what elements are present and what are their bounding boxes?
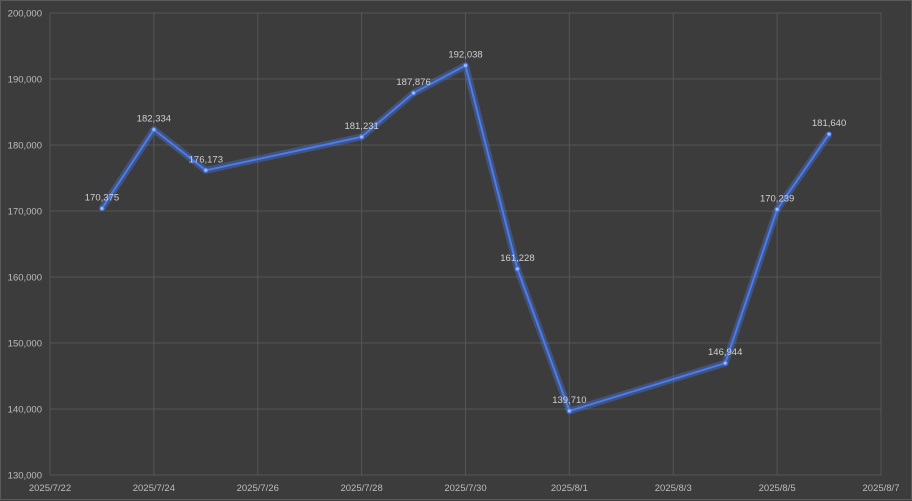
data-label: 187,876	[396, 77, 430, 88]
data-point	[826, 131, 832, 137]
series-group	[98, 62, 832, 415]
gridlines	[49, 12, 882, 476]
x-tick-label: 2025/8/1	[551, 483, 588, 494]
data-label: 170,375	[85, 193, 119, 204]
data-point	[151, 127, 157, 133]
y-tick-label: 170,000	[8, 207, 42, 218]
data-point	[99, 206, 105, 212]
x-tick-label: 2025/7/26	[237, 483, 279, 494]
x-tick-label: 2025/7/30	[444, 483, 486, 494]
x-tick-label: 2025/7/28	[340, 483, 382, 494]
x-axis: 2025/7/22 2025/7/24 2025/7/26 2025/7/28 2025…	[29, 483, 900, 494]
x-tick-label: 2025/8/7	[863, 483, 900, 494]
data-label: 181,640	[812, 118, 846, 129]
y-tick-label: 130,000	[8, 471, 42, 482]
data-point	[566, 408, 572, 414]
x-tick-label: 2025/7/24	[133, 483, 175, 494]
y-tick-label: 200,000	[8, 9, 42, 20]
data-point	[203, 167, 209, 173]
y-tick-label: 140,000	[8, 405, 42, 416]
y-tick-label: 180,000	[8, 141, 42, 152]
y-axis: 130,000 140,000 150,000 160,000 170,000 180,0…	[8, 9, 42, 482]
data-label: 170,239	[760, 193, 794, 204]
x-tick-label: 2025/8/5	[759, 483, 796, 494]
y-tick-label: 150,000	[8, 339, 42, 350]
data-point	[463, 63, 468, 69]
y-tick-label: 190,000	[8, 75, 42, 86]
data-point	[514, 266, 520, 272]
data-label: 181,231	[344, 121, 378, 132]
data-label: 146,944	[708, 347, 742, 358]
data-point	[774, 206, 780, 212]
data-labels: 170,375 182,334 176,173 181,231 187,876 192,0…	[85, 50, 846, 406]
data-label: 176,173	[189, 154, 223, 165]
x-tick-label: 2025/8/3	[655, 483, 692, 494]
data-point	[722, 360, 728, 366]
data-label: 161,228	[500, 253, 534, 264]
x-tick-label: 2025/7/22	[29, 483, 71, 494]
data-label: 182,334	[137, 114, 171, 125]
data-label: 192,038	[448, 50, 482, 61]
data-label: 139,710	[552, 395, 586, 406]
data-point	[411, 90, 417, 96]
data-point	[359, 134, 365, 140]
y-tick-label: 160,000	[8, 273, 42, 284]
